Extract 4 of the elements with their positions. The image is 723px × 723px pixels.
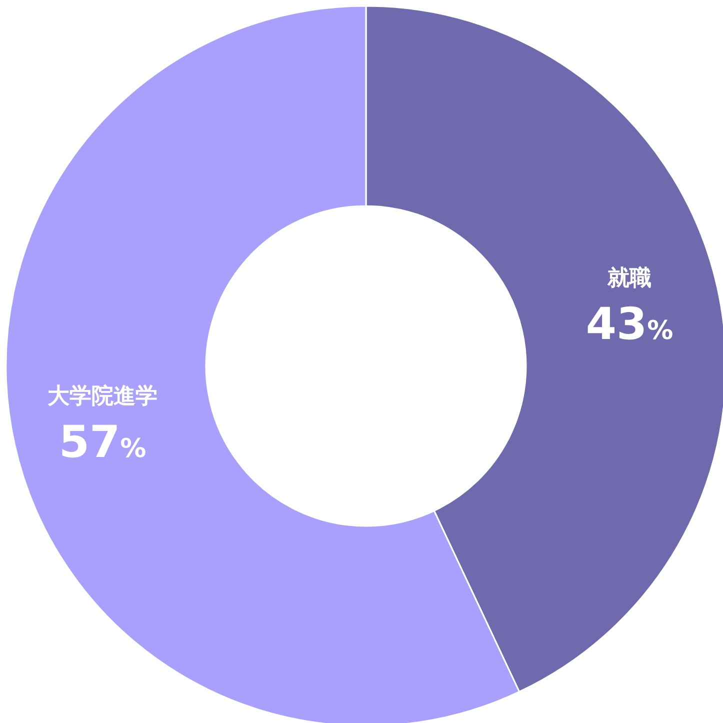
slice-label: 就職 — [606, 266, 652, 292]
slice-label: 大学院進学 — [48, 384, 158, 409]
data-label: 43% — [586, 299, 674, 350]
data-label: 57% — [58, 416, 146, 468]
